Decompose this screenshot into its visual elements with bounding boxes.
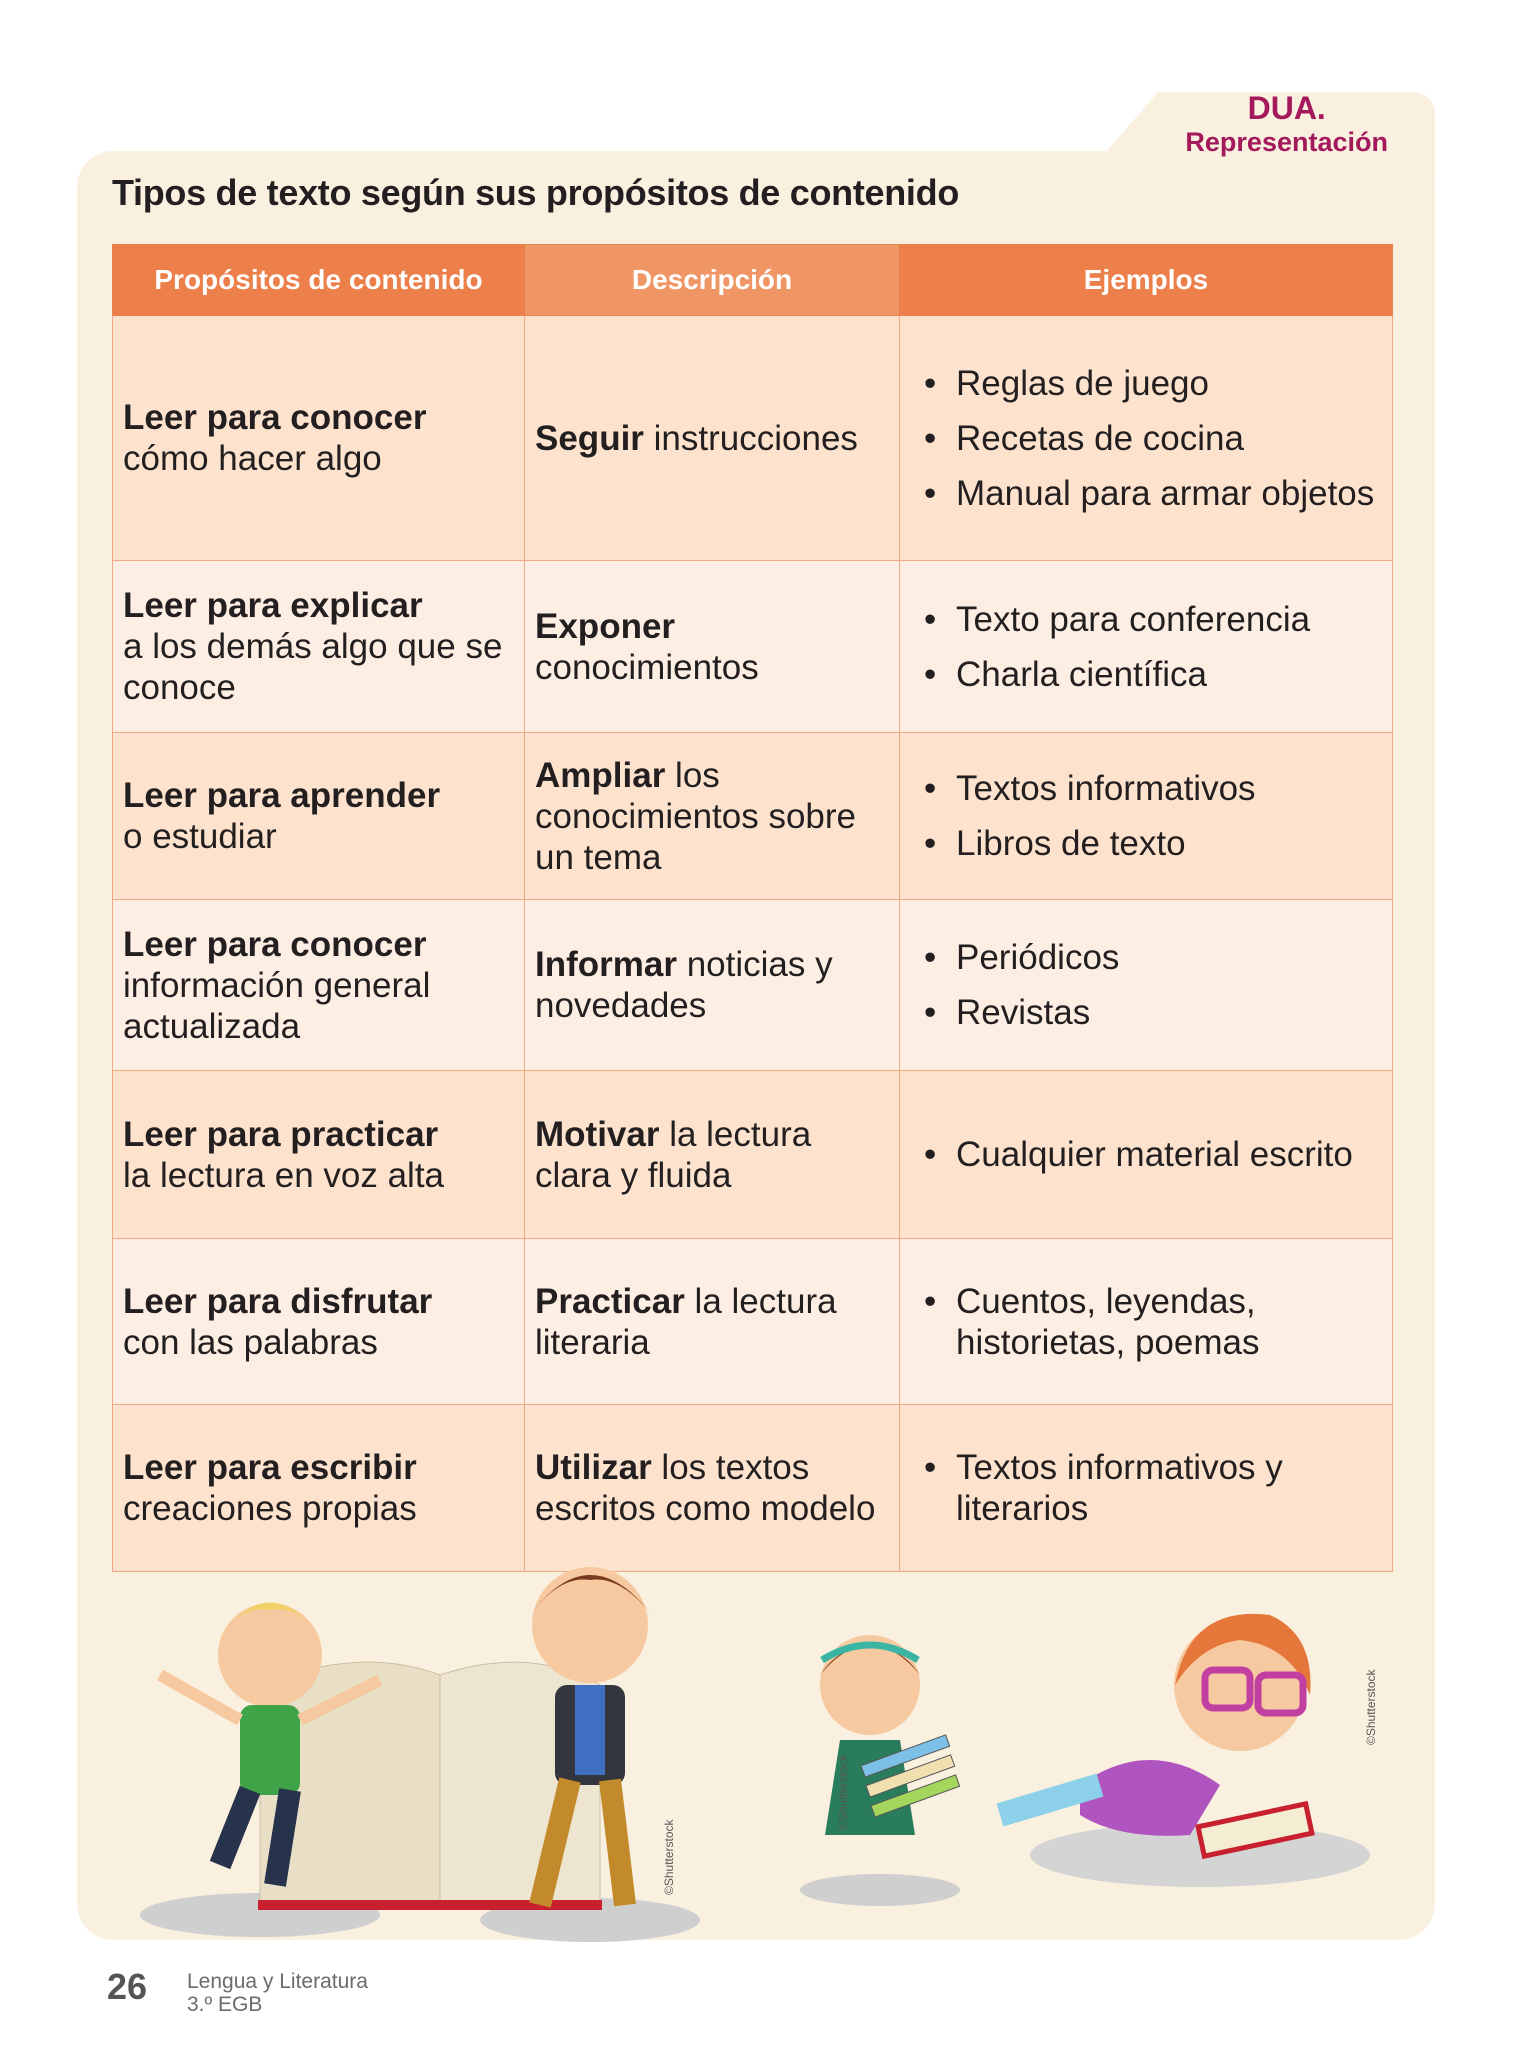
photo-credit: ©Shutterstock [662,1819,676,1895]
purpose-cell: Leer para escribir creaciones propias [112,1404,525,1572]
header-examples: Ejemplos [899,244,1393,316]
table-row: Leer para aprender o estudiar Ampliar los… [112,732,1393,900]
purpose-cell: Leer para disfrutar con las palabras [112,1238,525,1405]
list-item: Reglas de juego [924,363,1382,404]
examples-list: Cualquier material escrito [910,1134,1382,1175]
examples-cell: Textos informativos y literarios [899,1404,1393,1572]
list-item: Cualquier material escrito [924,1134,1382,1175]
examples-list: Reglas de juego Recetas de cocina Manual p… [910,363,1382,514]
table-row: Leer para escribir creaciones propias Uti… [112,1404,1393,1572]
purpose-cell: Leer para aprender o estudiar [112,732,525,900]
purpose-cell: Leer para practicar la lectura en voz alt… [112,1070,525,1239]
header-purpose: Propósitos de contenido [112,244,525,316]
description-cell: Informar noticias y novedades [524,899,900,1071]
description-cell: Seguir instrucciones [524,315,900,561]
list-item: Cuentos, leyendas, historietas, poemas [924,1281,1382,1363]
footer-subject: Lengua y Literatura 3.º EGB [187,1970,368,2016]
header-description: Descripción [524,244,900,316]
text-types-table: Propósitos de contenido Descripción Ejem… [112,244,1393,1572]
description-cell: Practicar la lectura literaria [524,1238,900,1405]
purpose-cell: Leer para conocer cómo hacer algo [112,315,525,561]
table-row: Leer para explicar a los demás algo que s… [112,560,1393,733]
examples-cell: Cualquier material escrito [899,1070,1393,1239]
examples-list: Texto para conferencia Charla científica [910,599,1382,695]
examples-cell: Texto para conferencia Charla científica [899,560,1393,733]
description-cell: Exponer conocimientos [524,560,900,733]
list-item: Recetas de cocina [924,418,1382,459]
examples-list: Textos informativos y literarios [910,1447,1382,1529]
section-title: Tipos de texto según sus propósitos de c… [112,172,960,213]
examples-cell: Textos informativos Libros de texto [899,732,1393,900]
examples-list: Periódicos Revistas [910,937,1382,1033]
children-reading-illustration [140,1567,1370,1942]
page-number: 26 [107,1966,148,2007]
examples-cell: Reglas de juego Recetas de cocina Manual p… [899,315,1393,561]
examples-cell: Cuentos, leyendas, historietas, poemas [899,1238,1393,1405]
list-item: Charla científica [924,654,1382,695]
purpose-cell: Leer para explicar a los demás algo que s… [112,560,525,733]
photo-credit: ©Shutterstock [836,1754,850,1830]
list-item: Periódicos [924,937,1382,978]
table-row: Leer para conocer cómo hacer algo Seguir … [112,315,1393,561]
purpose-cell: Leer para conocer información general act… [112,899,525,1071]
list-item: Textos informativos y literarios [924,1447,1382,1529]
list-item: Texto para conferencia [924,599,1382,640]
table-row: Leer para disfrutar con las palabras Prac… [112,1238,1393,1405]
table-row: Leer para conocer información general act… [112,899,1393,1071]
table-row: Leer para practicar la lectura en voz alt… [112,1070,1393,1239]
list-item: Libros de texto [924,823,1382,864]
photo-credit: ©Shutterstock [1364,1669,1378,1745]
examples-list: Cuentos, leyendas, historietas, poemas [910,1281,1382,1363]
description-cell: Ampliar los conocimientos sobre un tema [524,732,900,900]
dua-label: DUA. Representación [1185,90,1388,157]
list-item: Revistas [924,992,1382,1033]
examples-list: Textos informativos Libros de texto [910,768,1382,864]
examples-cell: Periódicos Revistas [899,899,1393,1071]
list-item: Manual para armar objetos [924,473,1382,514]
list-item: Textos informativos [924,768,1382,809]
description-cell: Motivar la lectura clara y fluida [524,1070,900,1239]
